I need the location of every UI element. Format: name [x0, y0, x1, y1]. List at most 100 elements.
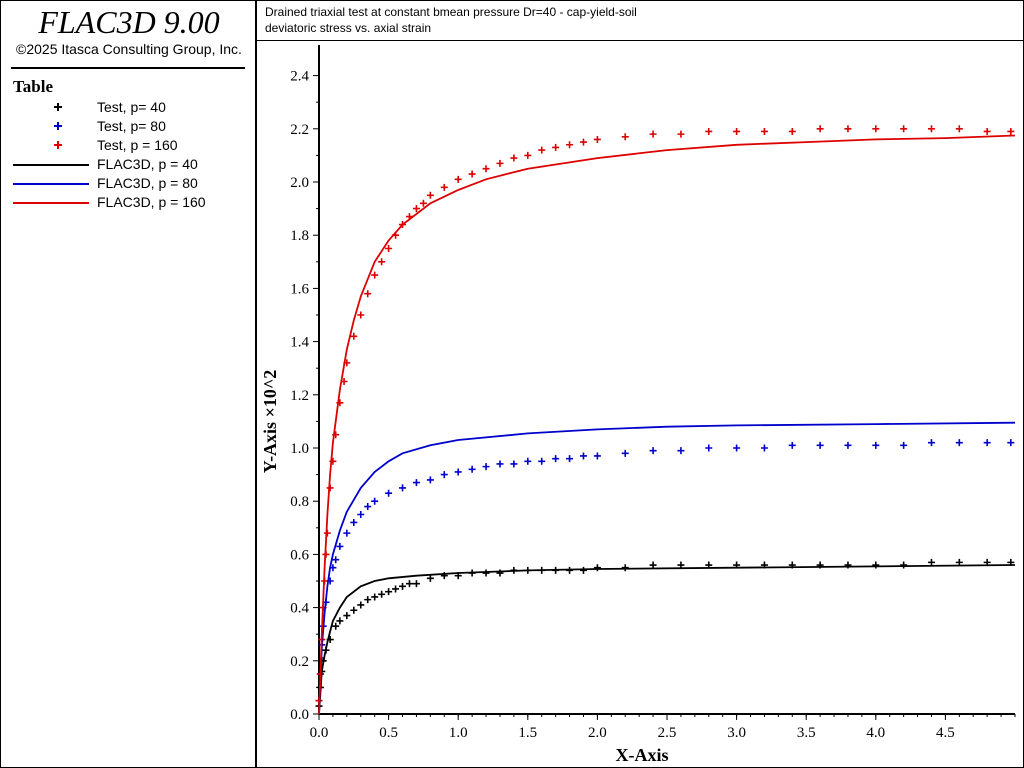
line-swatch-icon [13, 183, 89, 185]
data-point [482, 569, 490, 577]
data-point [482, 463, 490, 471]
data-point [332, 622, 340, 630]
data-point [399, 582, 407, 590]
y-tick-label: 1.8 [290, 228, 309, 244]
x-tick-label: 4.0 [866, 725, 885, 741]
series-line-3 [318, 564, 1016, 715]
legend-panel: FLAC3D 9.00 ©2025 Itasca Consulting Grou… [1, 1, 257, 767]
data-point [371, 497, 379, 505]
legend-label: Test, p = 160 [97, 137, 178, 153]
data-point [621, 449, 629, 457]
legend-item-flac3d-p160: FLAC3D, p = 160 [1, 193, 251, 212]
data-point [378, 590, 386, 598]
data-point [440, 471, 448, 479]
data-point [357, 511, 365, 518]
x-axis-title: X-Axis [616, 745, 669, 765]
legend-label: FLAC3D, p = 80 [97, 175, 198, 191]
data-point [552, 143, 560, 151]
data-point [733, 127, 741, 135]
data-point [1007, 127, 1015, 135]
legend-item-test-p80: Test, p= 80 [1, 117, 251, 136]
data-point [496, 460, 504, 468]
y-tick-label: 0.4 [290, 601, 309, 617]
data-point [336, 542, 344, 550]
data-point [538, 146, 546, 154]
y-tick-label: 0.2 [290, 654, 309, 670]
data-point [405, 580, 413, 588]
data-point [350, 518, 358, 526]
y-axis-title: Y-Axis ×10^2 [260, 370, 280, 474]
data-point [816, 125, 824, 133]
x-tick-label: 1.5 [518, 725, 537, 741]
x-tick-label: 3.0 [727, 725, 746, 741]
data-point [1007, 439, 1015, 447]
data-point [350, 606, 358, 614]
data-point [705, 444, 713, 452]
data-point [412, 479, 420, 487]
data-point [900, 441, 908, 449]
plot-header: Drained triaxial test at constant bmean … [257, 1, 1023, 41]
x-tick-label: 3.5 [797, 725, 816, 741]
line-swatch-icon [13, 164, 89, 166]
data-point [371, 271, 379, 279]
data-point [552, 455, 560, 463]
data-point [788, 441, 796, 449]
data-point [364, 503, 372, 511]
data-point [357, 601, 365, 609]
legend-item-flac3d-p40: FLAC3D, p = 40 [1, 155, 251, 174]
data-point [955, 125, 963, 133]
plus-marker-icon [54, 141, 62, 149]
data-point [566, 455, 574, 463]
data-point [900, 561, 908, 569]
series-line-4 [318, 421, 1016, 715]
data-point [454, 468, 462, 476]
legend-label: Test, p= 40 [97, 99, 166, 115]
data-point [419, 199, 427, 207]
data-point [927, 125, 935, 133]
data-point [593, 135, 601, 143]
data-point [788, 127, 796, 135]
data-point [927, 558, 935, 566]
data-point [385, 245, 393, 252]
data-point [510, 460, 518, 468]
data-point [426, 191, 434, 199]
x-tick-label: 0.0 [310, 725, 329, 741]
x-tick-label: 1.0 [449, 725, 468, 741]
data-point [336, 617, 344, 625]
data-point [844, 441, 852, 449]
data-point [343, 529, 351, 537]
data-point [440, 183, 448, 191]
data-point [350, 332, 358, 340]
y-tick-label: 1.0 [290, 441, 309, 457]
y-tick-label: 0.8 [290, 494, 309, 510]
data-point [566, 141, 574, 149]
data-point [510, 154, 518, 162]
app-title: FLAC3D 9.00 [38, 4, 220, 40]
data-point [385, 588, 393, 596]
data-point [649, 561, 657, 569]
data-point [844, 125, 852, 133]
data-point [332, 556, 340, 564]
data-point [649, 447, 657, 455]
title-divider [11, 67, 245, 69]
data-point [392, 585, 400, 593]
data-point [454, 175, 462, 183]
data-point [357, 311, 365, 319]
plus-marker-icon [54, 103, 62, 111]
data-point [760, 127, 768, 135]
legend-item-test-p160: Test, p = 160 [1, 136, 251, 155]
legend-label: FLAC3D, p = 40 [97, 156, 198, 172]
data-point [385, 489, 393, 497]
data-point [412, 205, 420, 213]
data-point [677, 447, 685, 455]
data-point [621, 133, 629, 141]
legend-label: Test, p= 80 [97, 118, 166, 134]
y-tick-label: 1.2 [290, 388, 309, 404]
data-point [426, 574, 434, 582]
data-point [538, 457, 546, 465]
data-point [364, 596, 372, 604]
data-point [496, 159, 504, 167]
data-point [468, 465, 476, 473]
data-point [524, 151, 532, 159]
